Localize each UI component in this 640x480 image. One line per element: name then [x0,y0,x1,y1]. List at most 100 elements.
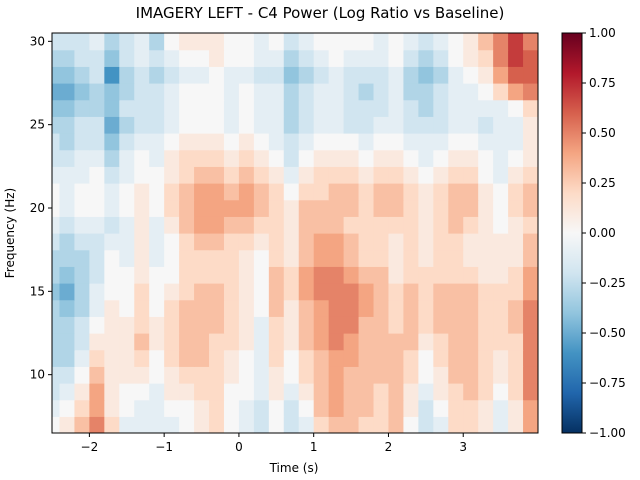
heatmap-cell [478,83,494,101]
heatmap-cell [298,299,315,317]
heatmap-cell [179,49,195,67]
heatmap-cell [358,299,375,317]
heatmap-cell [283,199,300,217]
heatmap-cell [433,366,449,384]
heatmap-cell [298,366,315,384]
heatmap-cell [523,83,538,101]
heatmap-cell [433,349,449,367]
heatmap-cell [508,133,524,151]
heatmap-cell [179,266,195,284]
heatmap-cell [358,349,375,367]
heatmap-cell [209,133,225,151]
heatmap-cell [313,83,330,101]
colorbar-tick-label: 0.75 [589,76,616,90]
heatmap-cell [59,266,76,284]
heatmap-cell [373,149,390,167]
heatmap-cell [164,349,180,367]
heatmap-cell [493,383,509,401]
heatmap-cell [493,166,509,184]
heatmap-cell [493,366,509,384]
heatmap-cell [59,383,76,401]
heatmap-cell [328,33,345,51]
heatmap-cell [164,416,180,433]
heatmap-cell [433,66,449,84]
heatmap-cell [343,266,360,284]
heatmap-cell [328,349,345,367]
heatmap-cell [194,349,210,367]
heatmap-cell [253,383,270,401]
heatmap-cell [328,316,345,334]
heatmap-cell [493,416,509,433]
heatmap-cell [89,399,105,417]
heatmap-cell [209,249,225,267]
heatmap-cell [283,333,300,351]
heatmap-cell [388,133,405,151]
heatmap-cell [523,249,538,267]
heatmap-cell [223,166,240,184]
heatmap-cell [238,183,255,201]
heatmap-cell [52,283,61,301]
heatmap-cell [388,316,405,334]
heatmap-cell [508,416,524,433]
heatmap-cell [74,66,90,84]
heatmap-cell [89,116,105,134]
heatmap-cell [358,133,375,151]
heatmap-cell [403,83,419,101]
heatmap-cell [104,399,120,417]
heatmap-cell [134,166,150,184]
heatmap-cell [194,333,210,351]
heatmap-cell [149,399,165,417]
heatmap-cell [253,233,270,251]
heatmap-cell [508,399,524,417]
heatmap-cell [448,416,464,433]
heatmap-cell [74,49,90,67]
heatmap-cell [478,266,494,284]
heatmap-cell [119,83,135,101]
heatmap-cell [358,416,375,433]
heatmap-cell [478,99,494,117]
heatmap-cell [403,49,419,67]
heatmap-cell [433,266,449,284]
heatmap-cell [223,316,240,334]
heatmap-cell [448,99,464,117]
heatmap-cell [209,116,225,134]
heatmap-cell [343,383,360,401]
heatmap-cell [328,149,345,167]
heatmap-cell [104,116,120,134]
heatmap-cell [283,33,300,51]
heatmap-cell [448,283,464,301]
heatmap-cell [104,316,120,334]
heatmap-cell [433,216,449,234]
heatmap-cell [403,116,419,134]
heatmap-cell [134,249,150,267]
heatmap-cell [253,216,270,234]
heatmap-cell [403,183,419,201]
colorbar-ticks: 1.00 0.75 0.50 0.25 0.00 −0.25 −0.50 −0.75 −1.00 [582,26,626,440]
heatmap-cell [149,66,165,84]
heatmap-cell [209,33,225,51]
heatmap-cell [388,383,405,401]
heatmap-cell [358,333,375,351]
heatmap-cell [493,183,509,201]
heatmap-cell [433,333,449,351]
heatmap-cell [478,333,494,351]
heatmap-cell [59,216,76,234]
heatmap-cell [104,299,120,317]
heatmap-cell [328,116,345,134]
heatmap-cell [373,249,390,267]
heatmap-cell [373,416,390,433]
heatmap-cell [313,233,330,251]
heatmap-cell [179,33,195,51]
heatmap-cell [313,149,330,167]
heatmap-cells [52,33,538,433]
heatmap-cell [493,99,509,117]
heatmap-cell [149,83,165,101]
heatmap-cell [223,366,240,384]
heatmap-cell [298,83,315,101]
heatmap-cell [493,299,509,317]
heatmap-cell [52,83,61,101]
heatmap-cell [104,183,120,201]
heatmap-cell [268,133,285,151]
heatmap-cell [358,233,375,251]
heatmap-cell [74,166,90,184]
